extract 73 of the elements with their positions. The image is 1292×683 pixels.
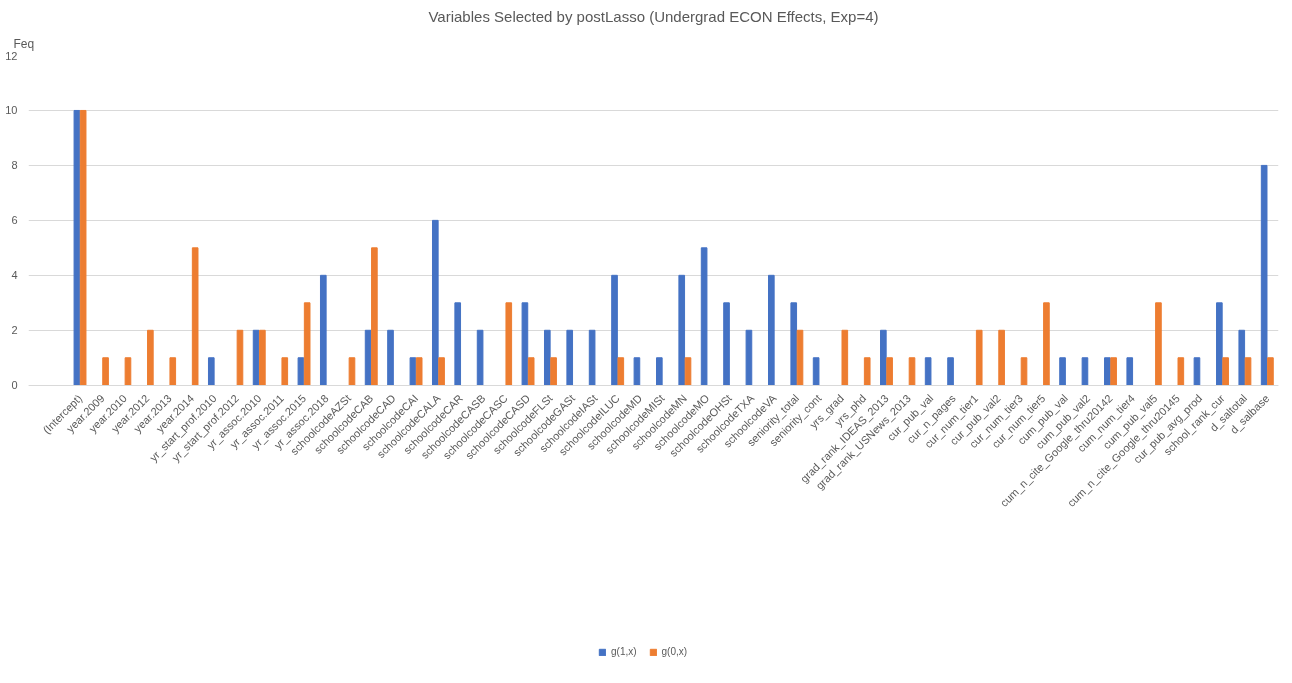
bar xyxy=(656,357,663,386)
bar xyxy=(281,357,289,386)
bar xyxy=(550,357,557,386)
bar xyxy=(169,357,177,386)
y-axis-title: Feq xyxy=(13,36,35,51)
bar xyxy=(1260,164,1268,386)
bar xyxy=(319,274,327,386)
bar xyxy=(236,329,244,386)
y-tick-label: 4 xyxy=(11,269,18,282)
bar xyxy=(259,329,266,386)
bar xyxy=(1081,357,1089,386)
y-tick-label: 12 xyxy=(5,49,18,62)
bar xyxy=(527,357,535,386)
bar xyxy=(476,329,484,386)
bar xyxy=(886,357,893,386)
bar xyxy=(297,357,305,386)
bar xyxy=(1043,302,1050,386)
bar xyxy=(73,109,81,386)
bar xyxy=(124,357,132,386)
bar xyxy=(947,357,954,386)
bar xyxy=(147,329,154,386)
legend-label: g(0,x) xyxy=(661,646,688,657)
bar xyxy=(812,357,820,386)
bar xyxy=(207,357,215,386)
bar xyxy=(1222,357,1229,386)
chart-title: Variables Selected by postLasso (Undergrad ECON Effects, Exp=4) xyxy=(428,7,879,25)
y-tick-label: 2 xyxy=(11,324,18,337)
bar xyxy=(723,302,730,386)
bar xyxy=(1155,302,1162,386)
bar xyxy=(841,329,849,386)
bar xyxy=(633,357,641,386)
bar xyxy=(975,329,983,386)
y-tick-label: 10 xyxy=(5,104,18,117)
bar xyxy=(1177,357,1185,386)
bar xyxy=(617,357,625,386)
bar xyxy=(371,247,378,386)
bar xyxy=(566,329,574,386)
bar xyxy=(611,274,618,386)
bar xyxy=(745,329,753,386)
bar xyxy=(790,302,798,386)
bar xyxy=(431,219,439,386)
bar xyxy=(409,357,417,386)
bar xyxy=(588,329,596,386)
bar xyxy=(924,357,932,386)
bar xyxy=(1110,357,1117,386)
bar xyxy=(1244,357,1252,386)
bar xyxy=(1238,329,1246,386)
y-tick-label: 8 xyxy=(11,159,18,172)
bar xyxy=(521,302,529,386)
bar xyxy=(191,247,199,386)
legend-label: g(1,x) xyxy=(611,646,637,657)
bar xyxy=(415,357,423,386)
bar xyxy=(998,329,1005,386)
bar xyxy=(768,274,775,386)
bar xyxy=(505,302,513,386)
bar xyxy=(700,247,708,386)
bar xyxy=(1216,302,1223,386)
bar xyxy=(438,357,445,386)
bar xyxy=(1267,357,1274,386)
bar xyxy=(863,357,871,386)
bar xyxy=(454,302,462,386)
y-tick-label: 0 xyxy=(11,379,18,392)
bar xyxy=(303,302,311,386)
bar xyxy=(1126,357,1134,386)
bar xyxy=(880,329,887,386)
bar xyxy=(102,357,109,386)
bar xyxy=(1193,357,1201,386)
y-tick-label: 6 xyxy=(11,214,18,227)
bar xyxy=(543,329,551,386)
bar xyxy=(79,109,87,386)
bar xyxy=(387,329,394,386)
bar xyxy=(1059,357,1066,386)
bar xyxy=(678,274,686,386)
